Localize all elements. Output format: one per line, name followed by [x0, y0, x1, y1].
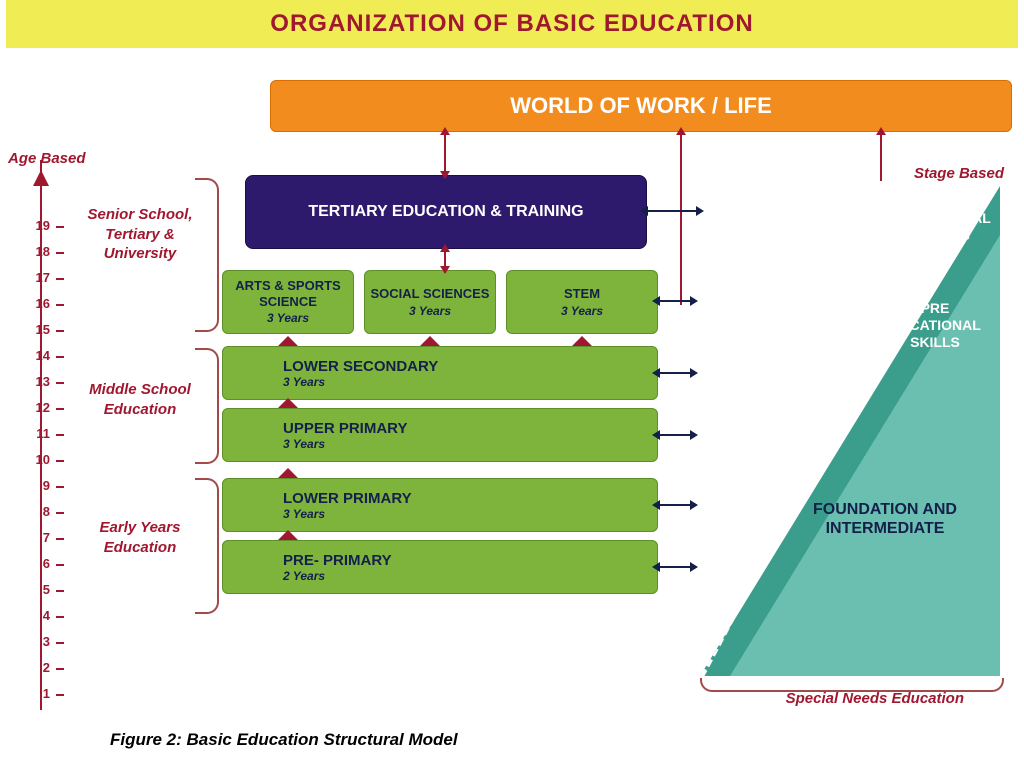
age-tick: 10	[14, 452, 50, 467]
up-arrow-icon	[420, 336, 440, 346]
prevocational-label: PRE VOCATIONAL SKILLS	[880, 300, 990, 350]
level-pre-primary: PRE- PRIMARY 2 Years	[222, 540, 658, 594]
double-arrow-icon	[444, 135, 446, 171]
track-social: SOCIAL SCIENCES 3 Years	[364, 270, 496, 334]
up-arrow-icon	[572, 336, 592, 346]
age-axis: 19 18 17 16 15 14 13 12 11 10 9 8 7 6 5 …	[40, 160, 48, 710]
age-tick: 14	[14, 348, 50, 363]
up-arrow-icon	[278, 398, 298, 408]
level-upper-primary-duration: 3 Years	[283, 437, 657, 451]
age-tick: 11	[14, 426, 50, 441]
track-arts-label: ARTS & SPORTS SCIENCE	[223, 278, 353, 309]
age-tick: 1	[14, 686, 50, 701]
double-arrow-icon	[444, 252, 446, 266]
level-pre-primary-label: PRE- PRIMARY	[283, 552, 657, 569]
brace-senior-icon	[195, 178, 219, 332]
special-needs-triangle	[700, 186, 1000, 676]
age-tick: 16	[14, 296, 50, 311]
brace-middle-icon	[195, 348, 219, 464]
age-tick: 9	[14, 478, 50, 493]
title-bar: ORGANIZATION OF BASIC EDUCATION	[6, 0, 1018, 48]
vocational-label: VOCATIONAL SKILLS	[895, 210, 995, 244]
up-arrow-icon	[278, 468, 298, 478]
level-upper-primary: UPPER PRIMARY 3 Years	[222, 408, 658, 462]
foundation-label: FOUNDATION AND INTERMEDIATE	[800, 500, 970, 538]
track-stem: STEM 3 Years	[506, 270, 658, 334]
age-tick: 4	[14, 608, 50, 623]
track-social-duration: 3 Years	[365, 304, 495, 318]
up-arrow-icon	[278, 336, 298, 346]
age-tick: 13	[14, 374, 50, 389]
level-lower-primary-label: LOWER PRIMARY	[283, 490, 657, 507]
double-arrow-icon	[660, 504, 690, 506]
figure-caption: Figure 2: Basic Education Structural Mod…	[110, 730, 458, 750]
age-tick: 3	[14, 634, 50, 649]
stage-based-label: Stage Based	[914, 165, 1004, 182]
double-arrow-icon	[660, 434, 690, 436]
age-tick: 12	[14, 400, 50, 415]
age-tick: 2	[14, 660, 50, 675]
tertiary-box: TERTIARY EDUCATION & TRAINING	[245, 175, 647, 249]
double-arrow-icon	[660, 566, 690, 568]
special-needs-label: Special Needs Education	[786, 690, 964, 707]
level-upper-primary-label: UPPER PRIMARY	[283, 420, 657, 437]
track-stem-label: STEM	[507, 286, 657, 302]
double-arrow-icon	[660, 372, 690, 374]
age-tick: 17	[14, 270, 50, 285]
level-lower-primary-duration: 3 Years	[283, 507, 657, 521]
brace-early-icon	[195, 478, 219, 614]
group-early-label: Early Years Education	[80, 518, 200, 557]
level-lower-secondary: LOWER SECONDARY 3 Years	[222, 346, 658, 400]
level-lower-primary: LOWER PRIMARY 3 Years	[222, 478, 658, 532]
track-arts-duration: 3 Years	[223, 311, 353, 325]
age-tick: 5	[14, 582, 50, 597]
up-arrow-icon	[680, 135, 682, 305]
track-arts: ARTS & SPORTS SCIENCE 3 Years	[222, 270, 354, 334]
up-arrow-icon	[278, 530, 298, 540]
level-lower-secondary-label: LOWER SECONDARY	[283, 358, 657, 375]
double-arrow-icon	[660, 300, 690, 302]
group-middle-label: Middle School Education	[80, 380, 200, 419]
age-tick: 7	[14, 530, 50, 545]
age-tick: 6	[14, 556, 50, 571]
group-senior-label: Senior School, Tertiary & University	[80, 205, 200, 264]
track-stem-duration: 3 Years	[507, 304, 657, 318]
age-tick: 8	[14, 504, 50, 519]
world-of-work-bar: WORLD OF WORK / LIFE	[270, 80, 1012, 132]
double-arrow-icon	[648, 210, 696, 212]
level-pre-primary-duration: 2 Years	[283, 569, 657, 583]
age-tick: 18	[14, 244, 50, 259]
age-tick: 15	[14, 322, 50, 337]
track-social-label: SOCIAL SCIENCES	[365, 286, 495, 302]
age-tick: 19	[14, 218, 50, 233]
up-arrow-icon	[880, 135, 882, 181]
level-lower-secondary-duration: 3 Years	[283, 375, 657, 389]
triangle-divider-icon	[700, 200, 858, 677]
